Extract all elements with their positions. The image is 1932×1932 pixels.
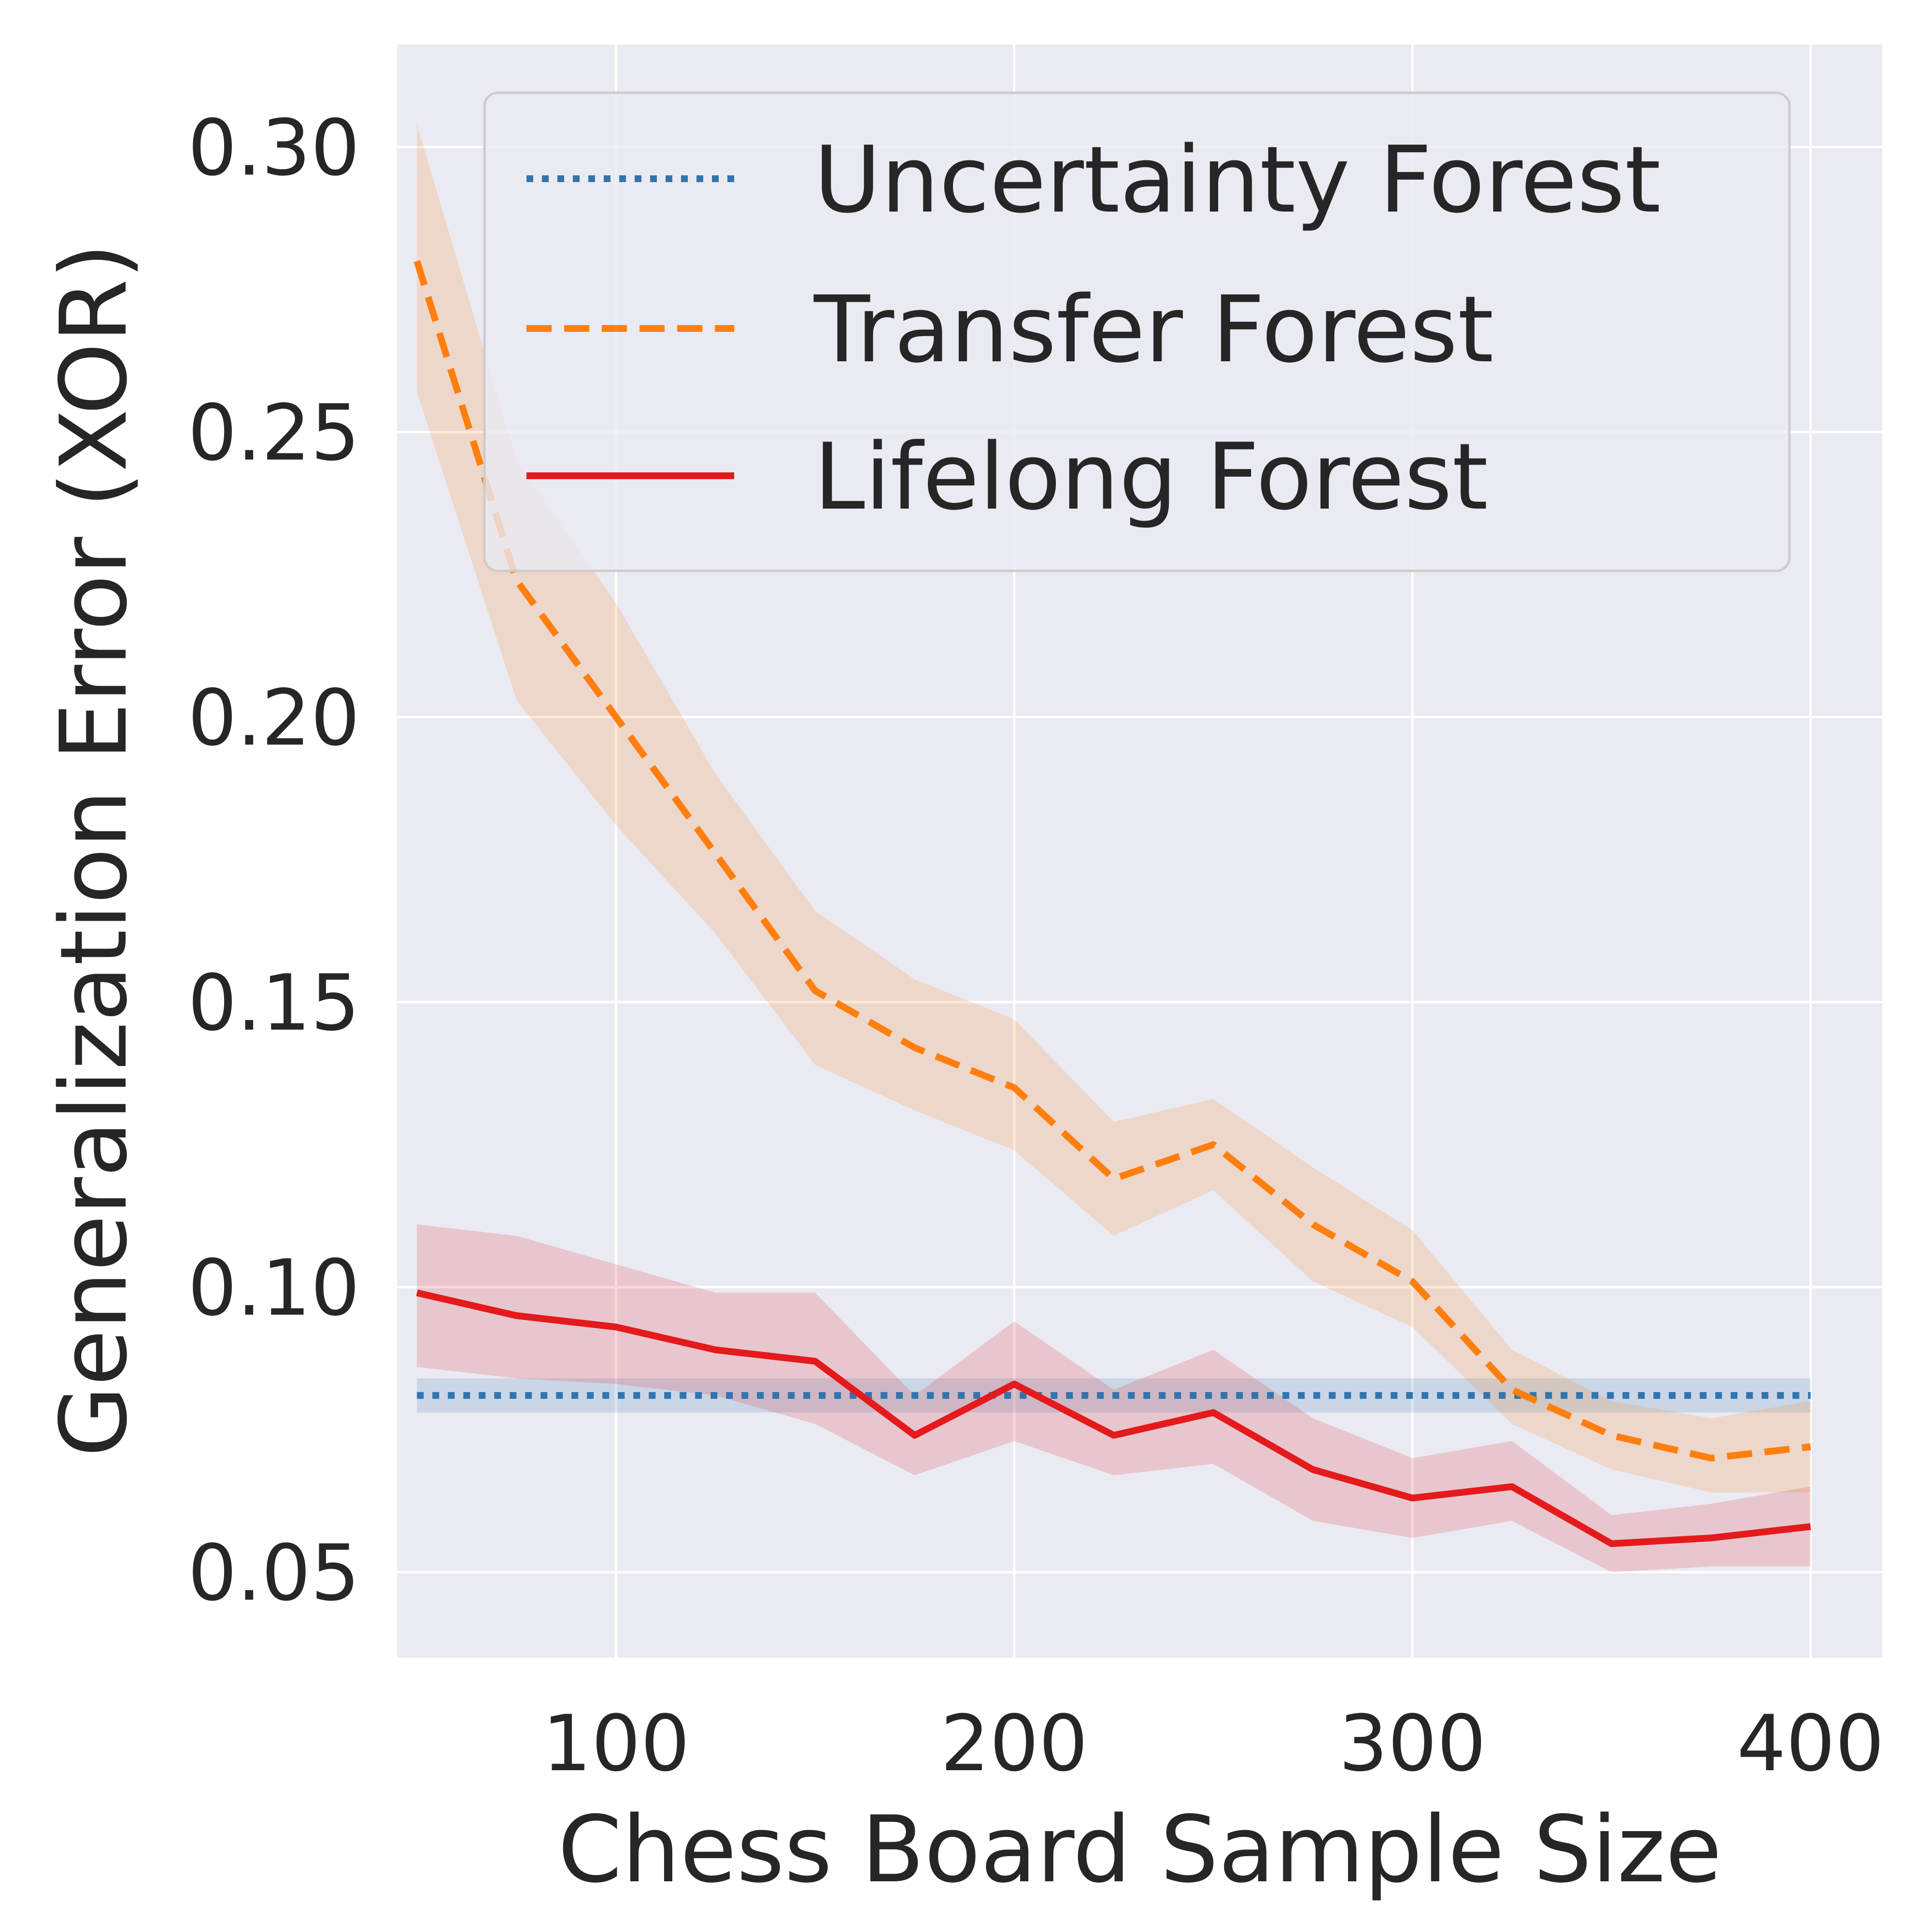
y-tick-label: 0.15 <box>188 958 360 1048</box>
y-tick-labels: 0.05 0.10 0.15 0.20 0.25 0.30 <box>188 102 360 1618</box>
legend-label: Transfer Forest <box>813 276 1493 383</box>
legend-label: Lifelong Forest <box>814 424 1488 530</box>
y-tick-label: 0.05 <box>188 1528 360 1618</box>
y-tick-label: 0.10 <box>188 1243 360 1333</box>
x-tick-label: 200 <box>940 1698 1088 1789</box>
series-line <box>416 1289 1811 1547</box>
x-tick-label: 100 <box>542 1698 690 1789</box>
legend-box <box>483 91 1791 572</box>
legend: Uncertainty Forest Transfer Forest Lifelon… <box>483 91 1791 572</box>
x-tick-label: 300 <box>1339 1698 1486 1789</box>
y-tick-label: 0.25 <box>188 388 360 478</box>
confidence-band <box>417 124 1811 1492</box>
legend-label: Uncertainty Forest <box>814 127 1661 233</box>
series-lines <box>413 260 1811 1547</box>
x-tick-label: 400 <box>1737 1698 1884 1789</box>
y-tick-label: 0.30 <box>188 102 360 193</box>
x-axis-label: Chess Board Sample Size <box>558 1796 1722 1903</box>
y-tick-label: 0.20 <box>188 673 360 763</box>
x-tick-labels: 100 200 300 400 <box>542 1698 1885 1789</box>
y-axis-label: Generalization Error (XOR) <box>41 243 147 1457</box>
